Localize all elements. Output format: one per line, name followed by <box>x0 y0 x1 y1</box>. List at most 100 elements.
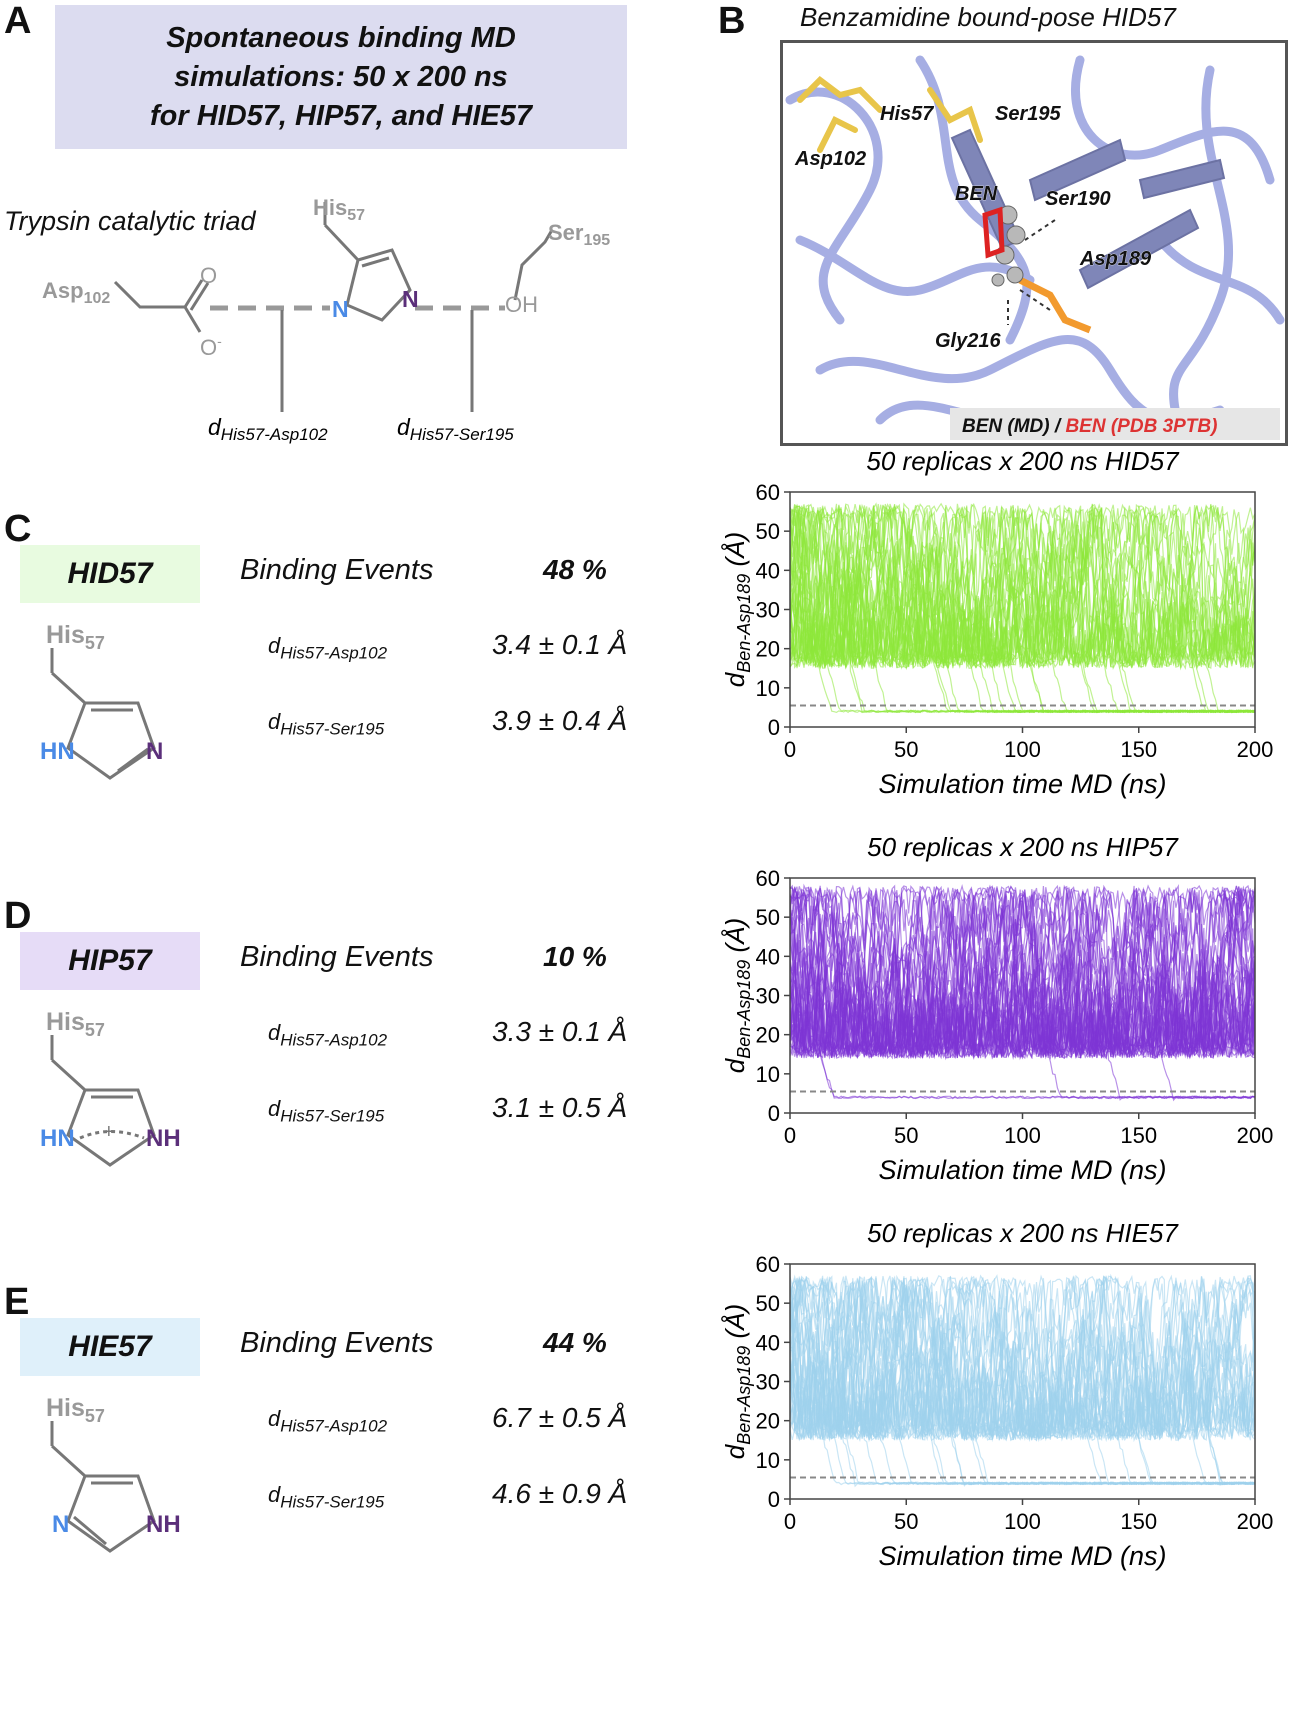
chart-2: 50 replicas x 200 ns HIE57 0 50 100 150 200 0 1… <box>720 1218 1274 1571</box>
residue-ser190: Ser190 <box>1045 188 1111 210</box>
replica-line <box>790 502 1255 670</box>
histidine-structure: His57 HN N <box>40 621 163 780</box>
residue-ben: BEN <box>955 183 998 205</box>
chart-1: 50 replicas x 200 ns HIP57 0 50 100 150 200 0 1… <box>720 832 1273 1185</box>
y-tick-label: 10 <box>756 1062 780 1087</box>
x-tick-label: 200 <box>1237 737 1274 762</box>
replica-line <box>790 1274 1255 1443</box>
his-sub: 57 <box>85 1020 105 1040</box>
replica-line <box>790 1278 1255 1441</box>
atom-left: HN <box>40 738 75 765</box>
dist-his-ser-value: 3.1 ± 0.5 Å <box>492 1092 628 1123</box>
panel-label: D <box>4 895 32 937</box>
y-tick-label: 10 <box>756 1448 780 1473</box>
state-name-box: HID57 <box>20 545 200 603</box>
dist-his-ser-label: dHis57-Ser195 <box>268 709 385 739</box>
replica-traces <box>790 1273 1255 1488</box>
atom-left: N <box>52 1511 69 1538</box>
svg-text:BEN (MD) / BEN (PDB 3PTB): BEN (MD) / BEN (PDB 3PTB) <box>962 416 1217 437</box>
x-tick-label: 100 <box>1004 1509 1041 1534</box>
residue-gly216: Gly216 <box>935 330 1001 352</box>
y-tick-label: 20 <box>756 1023 780 1048</box>
legend-ben-md: BEN (MD) <box>962 416 1050 437</box>
y-tick-label: 60 <box>756 480 780 505</box>
x-tick-label: 100 <box>1004 1123 1041 1148</box>
y-axis-label: dBen-Asp189 (Å) <box>720 532 754 687</box>
dist-his-ser-value: 3.9 ± 0.4 Å <box>492 705 628 736</box>
title-line-2: simulations: 50 x 200 ns <box>174 61 508 93</box>
dist2-main: d <box>397 414 411 440</box>
dist2-sub: His57-Ser195 <box>410 425 514 444</box>
binding-events-value: 44 % <box>543 1327 607 1358</box>
svg-text:Asp102: Asp102 <box>42 278 110 307</box>
ser-sub: 195 <box>583 232 610 249</box>
y-tick-label: 50 <box>756 519 780 544</box>
plus-charge: + <box>103 1121 115 1143</box>
chart-title: 50 replicas x 200 ns HIP57 <box>867 832 1179 862</box>
residue-ser195: Ser195 <box>995 103 1061 125</box>
y-tick-label: 40 <box>756 1330 780 1355</box>
svg-text:O-: O- <box>200 333 222 360</box>
y-tick-label: 10 <box>756 676 780 701</box>
y-tick-label: 50 <box>756 1291 780 1316</box>
dist1-main: d <box>208 414 222 440</box>
panel-label-a: A <box>4 0 32 42</box>
his-sub: 57 <box>85 633 105 653</box>
residue-asp102: Asp102 <box>794 148 866 170</box>
svg-text:His57: His57 <box>46 621 105 653</box>
replica-line <box>790 1276 1255 1442</box>
x-axis-label: Simulation time MD (ns) <box>878 1155 1166 1185</box>
y-tick-label: 60 <box>756 866 780 891</box>
y-tick-label: 30 <box>756 1370 780 1395</box>
y-tick-label: 0 <box>768 715 780 740</box>
svg-text:His57: His57 <box>313 195 365 224</box>
state-name-box: HIE57 <box>20 1318 200 1376</box>
his-label: His <box>46 1008 85 1036</box>
triad-caption: Trypsin catalytic triad <box>4 206 256 236</box>
x-tick-label: 0 <box>784 1509 796 1534</box>
nitrogen-epsilon: N <box>402 286 419 312</box>
his-label: His <box>313 195 347 220</box>
panel-label: C <box>4 508 32 550</box>
catalytic-triad-diagram: Asp102 His57 Ser195 O O- N N OH dHis57-A… <box>42 195 610 444</box>
legend-separator: / <box>1050 416 1066 437</box>
dist1-sub: His57-Asp102 <box>221 425 328 444</box>
x-tick-label: 150 <box>1120 1123 1157 1148</box>
binding-events-label: Binding Events <box>240 1327 434 1359</box>
replica-line <box>790 503 1255 668</box>
ser-label: Ser <box>548 220 584 245</box>
x-tick-label: 0 <box>784 737 796 762</box>
x-tick-label: 50 <box>894 737 918 762</box>
y-tick-label: 20 <box>756 637 780 662</box>
binding-events-label: Binding Events <box>240 941 434 973</box>
y-tick-label: 20 <box>756 1409 780 1434</box>
svg-text:His57: His57 <box>46 1394 105 1426</box>
panel-b-title: Benzamidine bound-pose HID57 <box>800 2 1176 32</box>
replica-line <box>790 510 1255 670</box>
minus-sign: - <box>217 333 222 349</box>
y-axis-label: dBen-Asp189 (Å) <box>720 1304 754 1459</box>
replica-line <box>790 887 1255 1060</box>
dist-his-asp-value: 3.4 ± 0.1 Å <box>492 629 628 660</box>
his-sub: 57 <box>85 1406 105 1426</box>
svg-text:dHis57-Ser195: dHis57-Ser195 <box>397 414 514 444</box>
chart-title: 50 replicas x 200 ns HID57 <box>866 446 1180 476</box>
dist-his-asp-label: dHis57-Asp102 <box>268 1020 388 1050</box>
replica-line <box>790 885 1255 1059</box>
legend-ben-pdb: BEN (PDB 3PTB) <box>1065 416 1217 437</box>
title-line-1: Spontaneous binding MD <box>166 22 516 54</box>
x-tick-label: 150 <box>1120 737 1157 762</box>
replica-traces <box>790 502 1255 714</box>
x-tick-label: 200 <box>1237 1509 1274 1534</box>
state-name-box: HIP57 <box>20 932 200 990</box>
replica-line <box>790 886 1255 1059</box>
binding-events-value: 10 % <box>543 941 607 972</box>
replica-line <box>790 883 1255 1060</box>
residue-his57: His57 <box>880 103 934 125</box>
asp-sub: 102 <box>84 290 111 307</box>
histidine-structure: His57 HN NH + <box>40 1008 181 1167</box>
x-tick-label: 0 <box>784 1123 796 1148</box>
asp-label: Asp <box>42 278 84 303</box>
binding-events-label: Binding Events <box>240 554 434 586</box>
y-tick-label: 0 <box>768 1101 780 1126</box>
